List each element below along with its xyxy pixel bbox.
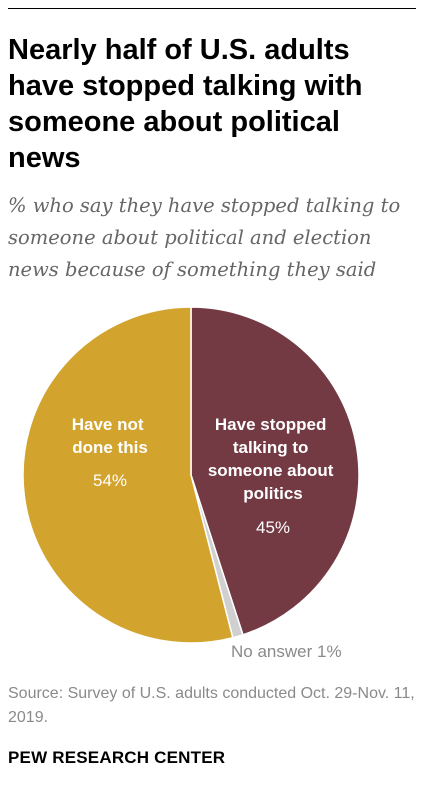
- source-note: Source: Survey of U.S. adults conducted …: [8, 685, 415, 726]
- chart-subtitle: % who say they have stopped talking to s…: [8, 194, 401, 281]
- slice-value-no-answer: 1%: [317, 642, 342, 661]
- svg-text:Have stopped talking to: Have stopped talking to someone about po…: [208, 415, 338, 503]
- pie-slice-stopped: [190, 306, 360, 636]
- chart-title: Nearly half of U.S. adults have stopped …: [8, 34, 363, 174]
- pew-logo-text: PEW RESEARCH CENTER: [8, 748, 226, 767]
- slice-label-not-done-line1: Have not: [72, 415, 144, 434]
- slice-label-stopped: Have stopped talking to someone about po…: [208, 415, 338, 537]
- slice-label-stopped-line3: someone about: [208, 461, 334, 480]
- svg-text:Have not done this: Have not done this: [72, 415, 149, 457]
- slice-value-not-done: 54%: [93, 471, 127, 490]
- pie-slice-not-done: [22, 306, 234, 644]
- slice-label-stopped-line1: Have stopped: [215, 415, 326, 434]
- slice-value-stopped: 45%: [256, 518, 290, 537]
- slice-label-no-answer: No answer 1%: [231, 642, 342, 661]
- pie-chart: Have stopped talking to someone about po…: [22, 306, 360, 661]
- slice-label-not-done: Have not done this 54%: [72, 415, 149, 490]
- top-rule: [8, 8, 416, 9]
- slice-label-not-done-line2: done this: [72, 438, 148, 457]
- slice-label-stopped-line2: talking to: [233, 438, 309, 457]
- slice-label-stopped-line4: politics: [243, 484, 303, 503]
- pie-slices: [22, 306, 360, 644]
